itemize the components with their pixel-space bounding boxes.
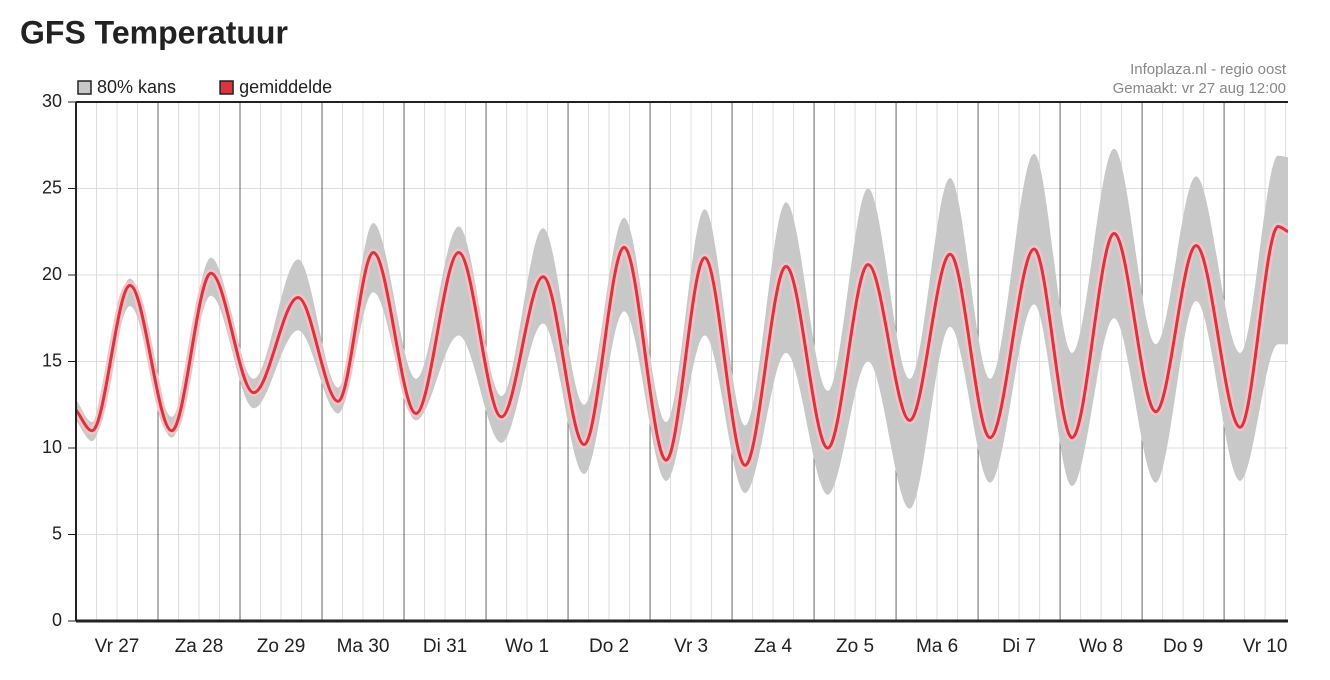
x-tick-label: Za 28 xyxy=(175,636,224,657)
x-tick-label: Di 7 xyxy=(1002,636,1036,657)
x-tick-label: Di 31 xyxy=(423,636,467,657)
plot-layer xyxy=(76,148,1288,509)
x-tick-label: Ma 6 xyxy=(916,636,958,657)
x-tick-label: Do 2 xyxy=(589,636,629,657)
y-tick-label: 15 xyxy=(42,350,62,370)
y-tick-label: 20 xyxy=(42,264,62,284)
legend-swatch xyxy=(219,80,234,95)
x-tick-label: Vr 27 xyxy=(95,636,140,657)
y-tick-label: 10 xyxy=(42,437,62,457)
x-tick-label: Za 4 xyxy=(754,636,792,657)
legend-swatch xyxy=(77,80,92,95)
line xyxy=(76,225,1288,467)
source-note: Infoplaza.nl - regio oost xyxy=(1130,61,1287,78)
y-tick-label: 0 xyxy=(52,610,62,630)
x-tick-label: Zo 29 xyxy=(257,636,306,657)
chart-title: GFS Temperatuur xyxy=(20,14,288,50)
y-tick-label: 5 xyxy=(52,523,62,543)
made-note: Gemaakt: vr 27 aug 12:00 xyxy=(1113,80,1286,97)
x-tick-label: Ma 30 xyxy=(337,636,390,657)
y-tick-label: 25 xyxy=(42,177,62,197)
x-tick-label: Do 9 xyxy=(1163,636,1203,657)
y-tick-label: 30 xyxy=(42,91,62,111)
x-tick-label: Zo 5 xyxy=(836,636,874,657)
x-tick-label: Vr 3 xyxy=(674,636,708,657)
x-tick-label: Vr 10 xyxy=(1243,636,1288,657)
legend-label: gemiddelde xyxy=(239,77,332,97)
band-area xyxy=(76,148,1288,509)
legend-label: 80% kans xyxy=(97,77,176,97)
x-tick-label: Wo 8 xyxy=(1079,636,1123,657)
x-tick-label: Wo 1 xyxy=(505,636,549,657)
